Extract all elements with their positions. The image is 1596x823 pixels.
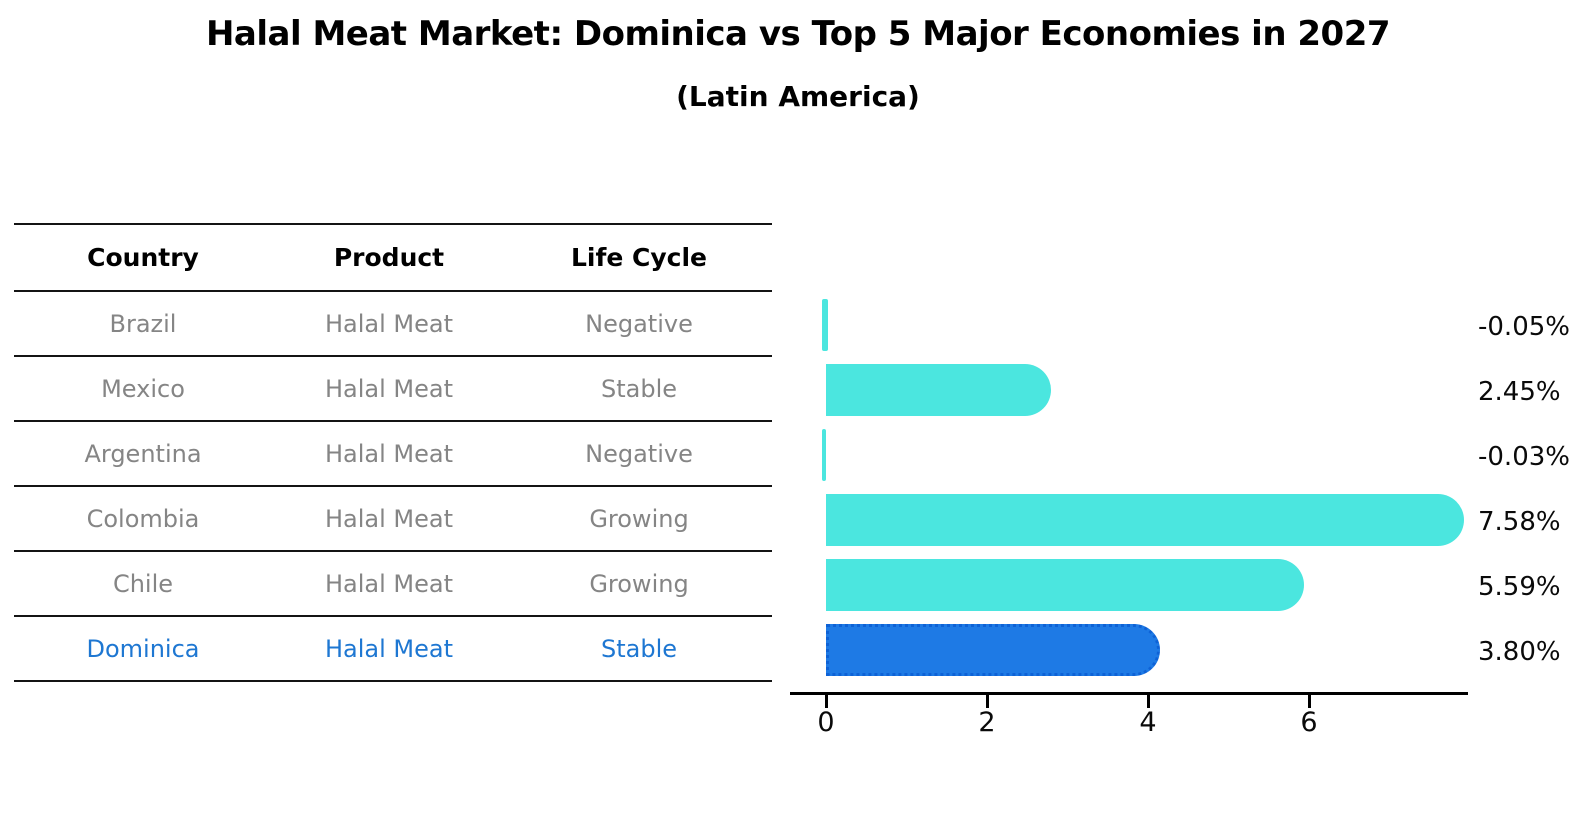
figure-subtitle: (Latin America) [676,80,920,113]
cell-product: Halal Meat [324,439,453,468]
table-row-chile: Chile Halal Meat Growing [14,552,772,617]
cell-product: Halal Meat [324,569,453,598]
cell-life-cycle: Negative [585,309,693,338]
cell-life-cycle: Stable [600,374,678,403]
table-row-dominica: Dominica Halal Meat Stable [14,617,772,682]
bar-brazil [822,299,828,351]
cell-country: Brazil [109,309,177,338]
table-row-argentina: Argentina Halal Meat Negative [14,422,772,487]
table-row-brazil: Brazil Halal Meat Negative [14,292,772,357]
x-axis-tick-label: 4 [1139,707,1157,738]
cell-country: Chile [112,569,174,598]
country-table: Country Product Life Cycle Brazil Halal … [14,223,772,682]
value-label-argentina: -0.03% [1478,442,1570,472]
bar-dominica [826,624,1160,676]
x-axis-tick [1307,695,1311,708]
x-axis-tick-label: 2 [978,707,996,738]
value-label-mexico: 2.45% [1478,377,1561,407]
cell-life-cycle: Negative [585,439,693,468]
table-row-mexico: Mexico Halal Meat Stable [14,357,772,422]
cell-country: Dominica [86,634,200,663]
value-label-chile: 5.59% [1478,572,1561,602]
value-label-dominica: 3.80% [1478,637,1561,667]
cell-product: Halal Meat [324,504,453,533]
column-header-product: Product [333,243,445,272]
value-label-colombia: 7.58% [1478,507,1561,537]
cell-life-cycle: Stable [600,634,678,663]
cell-life-cycle: Growing [589,569,689,598]
bar-chile [826,559,1304,611]
cell-product: Halal Meat [324,374,453,403]
x-axis-tick [824,695,828,708]
x-axis-tick [1146,695,1150,708]
value-label-brazil: -0.05% [1478,312,1570,342]
table-header-row: Country Product Life Cycle [14,225,772,292]
figure-title: Halal Meat Market: Dominica vs Top 5 Maj… [205,14,1391,54]
cell-country: Argentina [84,439,202,468]
bar-argentina [822,429,826,481]
column-header-country: Country [87,243,199,272]
bar-mexico [826,364,1051,416]
cell-product: Halal Meat [324,634,453,663]
x-axis-tick-label: 6 [1300,707,1318,738]
column-header-life-cycle: Life Cycle [570,243,708,272]
x-axis-tick [985,695,989,708]
cell-country: Mexico [101,374,185,403]
cell-country: Colombia [86,504,200,533]
cell-product: Halal Meat [324,309,453,338]
x-axis-line [790,692,1468,695]
table-row-colombia: Colombia Halal Meat Growing [14,487,772,552]
bar-colombia [826,494,1464,546]
cell-life-cycle: Growing [589,504,689,533]
x-axis-tick-label: 0 [817,707,835,738]
